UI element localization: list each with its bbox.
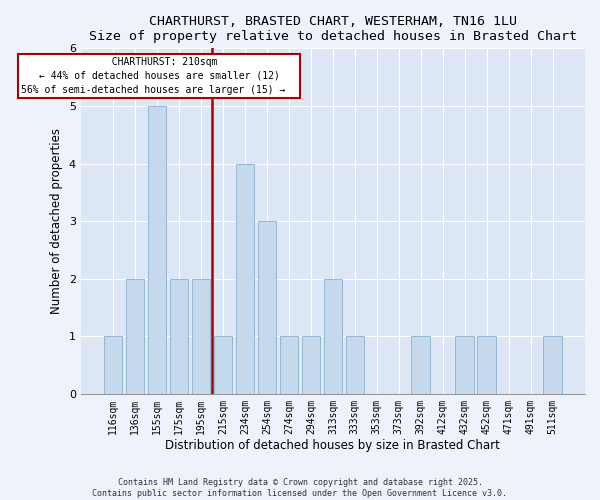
Bar bbox=[148, 106, 166, 394]
Bar bbox=[323, 278, 342, 394]
Bar bbox=[280, 336, 298, 394]
Bar bbox=[125, 278, 145, 394]
Title: CHARTHURST, BRASTED CHART, WESTERHAM, TN16 1LU
Size of property relative to deta: CHARTHURST, BRASTED CHART, WESTERHAM, TN… bbox=[89, 15, 577, 43]
Bar bbox=[236, 164, 254, 394]
Bar bbox=[346, 336, 364, 394]
Bar bbox=[544, 336, 562, 394]
Y-axis label: Number of detached properties: Number of detached properties bbox=[50, 128, 63, 314]
Bar bbox=[214, 336, 232, 394]
Bar bbox=[170, 278, 188, 394]
Bar bbox=[478, 336, 496, 394]
Bar bbox=[257, 221, 276, 394]
Text: Contains HM Land Registry data © Crown copyright and database right 2025.
Contai: Contains HM Land Registry data © Crown c… bbox=[92, 478, 508, 498]
Bar bbox=[412, 336, 430, 394]
Bar bbox=[455, 336, 474, 394]
X-axis label: Distribution of detached houses by size in Brasted Chart: Distribution of detached houses by size … bbox=[166, 440, 500, 452]
Bar bbox=[104, 336, 122, 394]
Bar bbox=[302, 336, 320, 394]
Bar bbox=[191, 278, 210, 394]
Text: CHARTHURST: 210sqm
← 44% of detached houses are smaller (12)
56% of semi-detache: CHARTHURST: 210sqm ← 44% of detached hou… bbox=[21, 57, 297, 95]
